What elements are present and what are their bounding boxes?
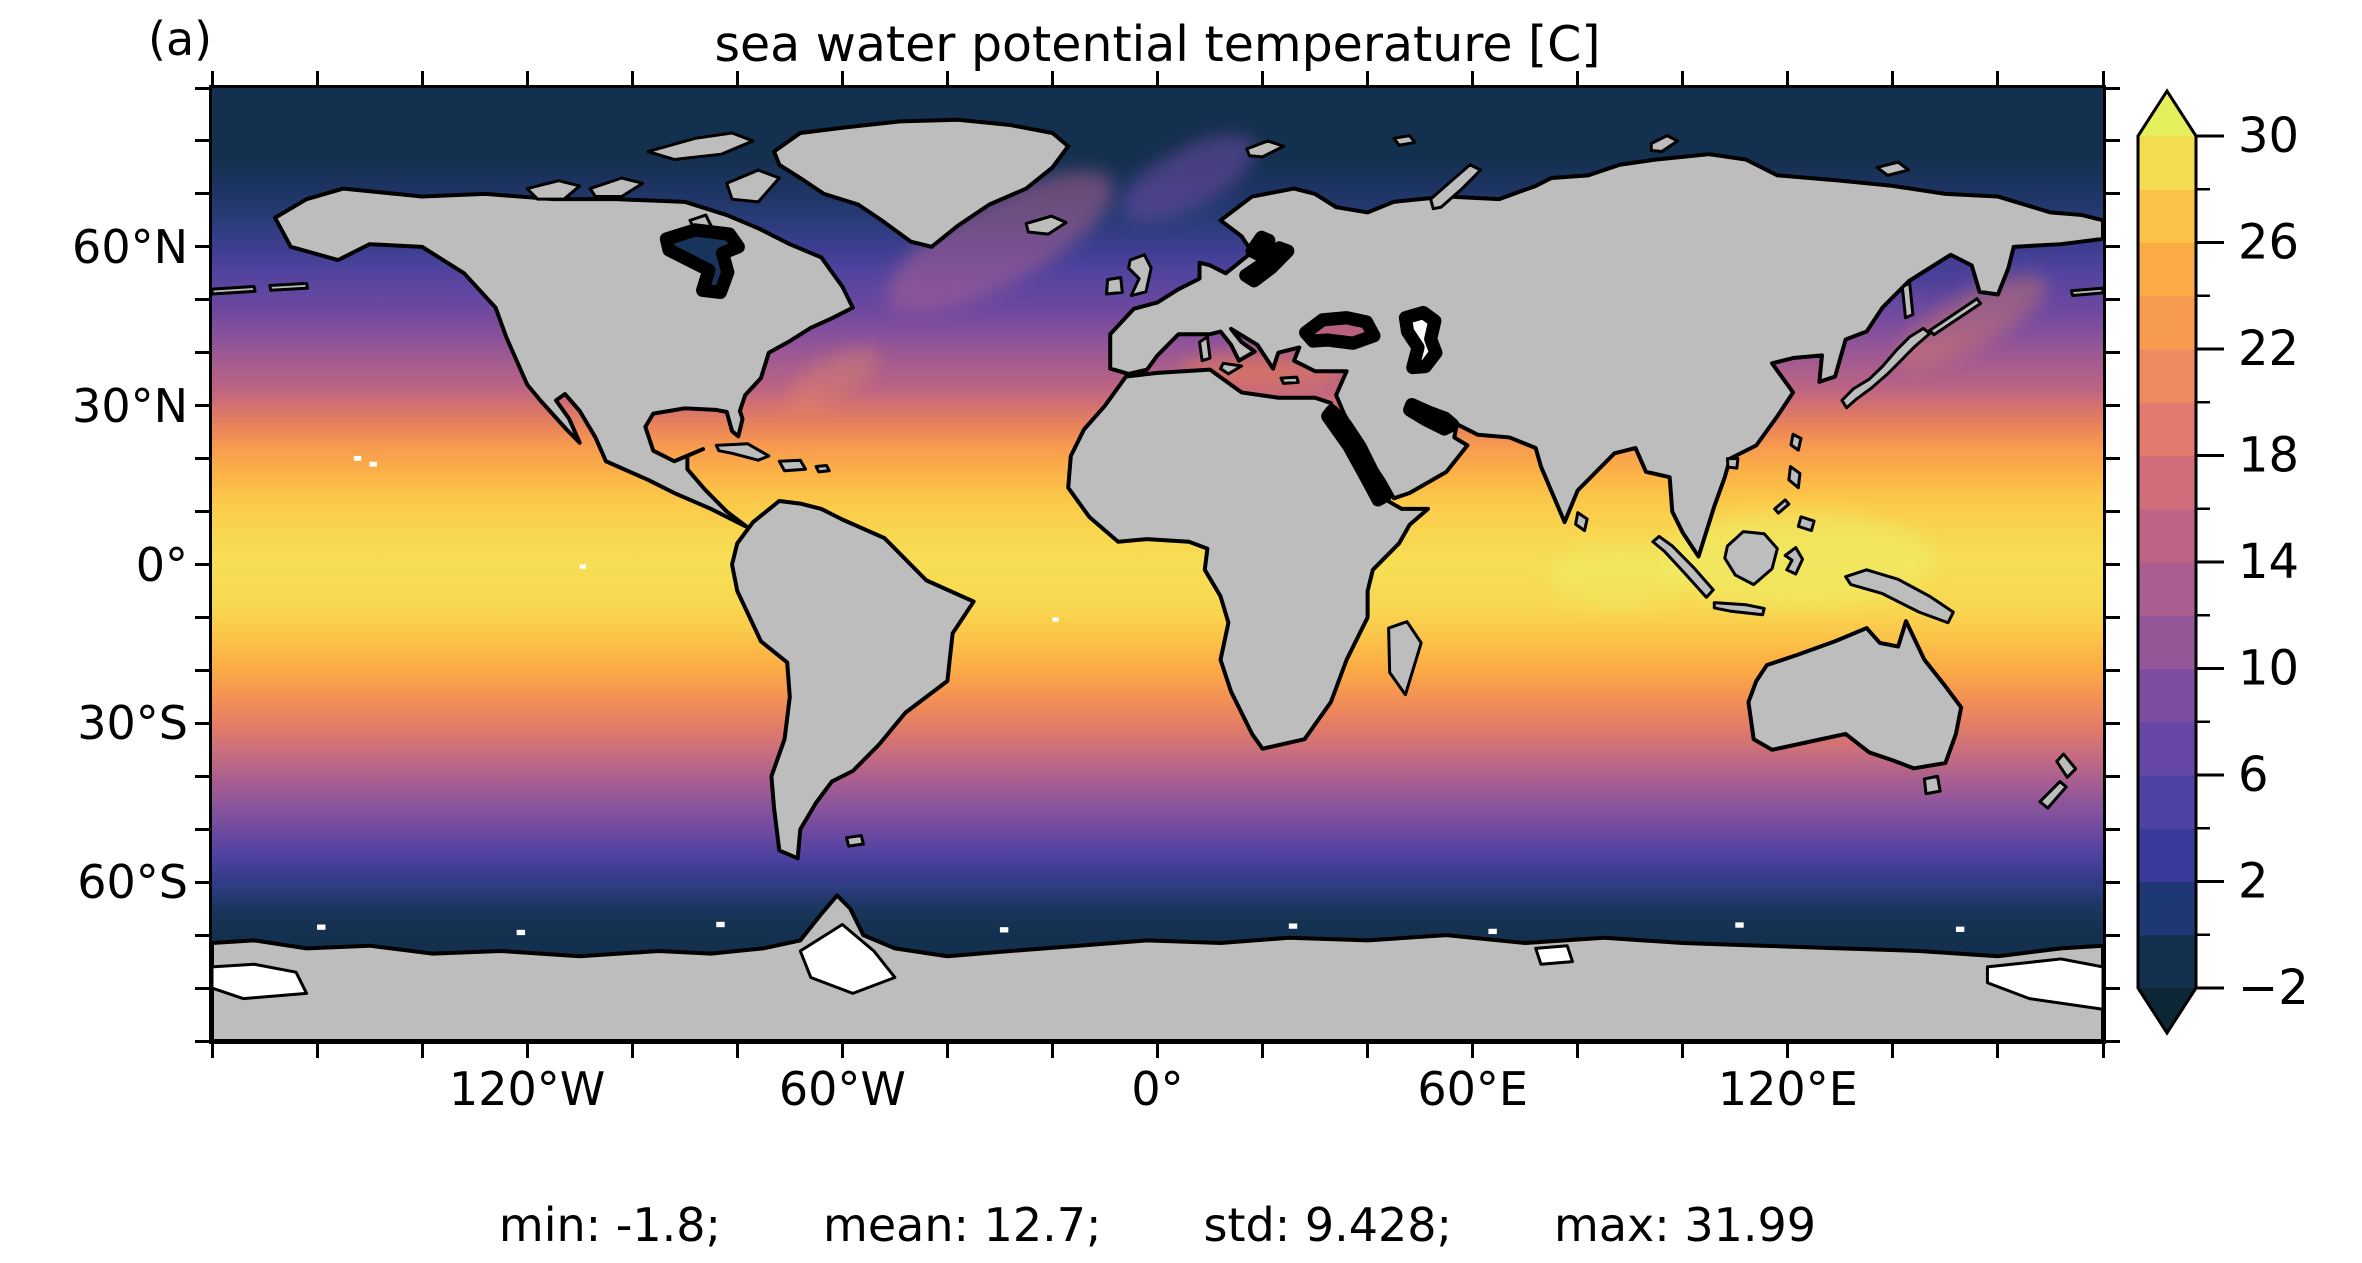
colorbar-tick-label: 18 [2238,428,2299,484]
colorbar: 30 26 22 18 14 10 6 2 −2 [2136,88,2309,1036]
colorbar-band [2138,775,2196,829]
ice-shelves [212,925,2103,1010]
red-sea [1321,404,1393,507]
y-tick-label: 0° [135,537,188,592]
colorbar-under-arrow [2138,988,2196,1033]
inland-seas [659,223,1460,507]
colorbar-tick-label: 10 [2238,641,2299,697]
hudson-bay [659,223,745,299]
y-tick-label: 30°N [72,378,188,433]
no-data-speckles [317,455,1965,936]
colorbar-band [2138,562,2196,616]
baltic-sea [1239,230,1295,288]
colorbar-band [2138,402,2196,457]
x-tick-label: 0° [1131,1062,1184,1116]
colorbar-band [2138,615,2196,670]
colorbar-band [2138,508,2196,563]
colorbar-tick-label: −2 [2238,960,2309,1016]
continents [212,120,2103,1041]
stat-min: min: -1.8; [498,1198,722,1252]
colorbar-tick-label: 26 [2238,215,2299,271]
colorbar-tick-label: 30 [2238,108,2299,164]
colorbar-over-arrow [2138,91,2196,136]
colorbar-tick-label: 6 [2238,747,2269,803]
colorbar-band [2138,828,2196,883]
caspian-sea-no-data [1398,305,1443,375]
colorbar-band [2138,189,2196,244]
black-sea [1299,311,1381,350]
colorbar-band [2138,721,2196,776]
islands [212,133,2103,846]
colorbar-band [2138,295,2196,350]
world-temperature-map [212,88,2103,1041]
stat-std: std: 9.428; [1203,1198,1453,1252]
y-tick-label: 30°S [77,696,188,751]
stat-mean: mean: 12.7; [823,1198,1102,1252]
colorbar-tick-label: 22 [2238,321,2299,377]
colorbar-tick-label: 2 [2238,854,2269,910]
colorbar-band [2138,136,2196,190]
colorbar-band [2138,242,2196,297]
colorbar-band [2138,934,2196,989]
x-tick-label: 60°E [1417,1062,1528,1116]
colorbar-tick-label: 14 [2238,534,2299,590]
plot-title: sea water potential temperature [C] [714,16,1601,73]
colorbar-band [2138,881,2196,936]
colorbar-band [2138,668,2196,723]
colorbar-band [2138,455,2196,510]
x-tick-label: 60°W [778,1062,906,1116]
x-tick-label: 120°W [449,1062,606,1116]
persian-gulf [1403,397,1460,436]
y-tick-label: 60°S [77,855,188,910]
stat-max: max: 31.99 [1554,1198,1817,1252]
colorbar-band [2138,349,2196,403]
x-tick-label: 120°E [1717,1062,1858,1116]
panel-label: (a) [148,12,213,66]
stats-line: min: -1.8; mean: 12.7; std: 9.428; max: … [212,1198,2103,1252]
y-tick-label: 60°N [72,219,188,274]
